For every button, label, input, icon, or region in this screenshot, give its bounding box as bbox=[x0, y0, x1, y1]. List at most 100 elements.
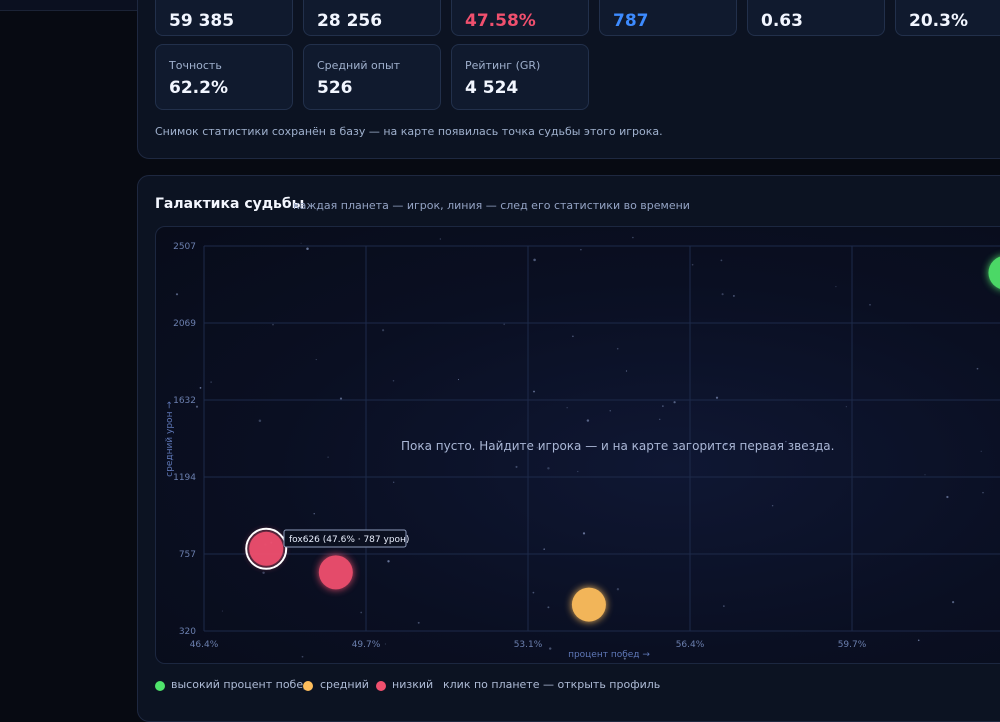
y-tick-label: 2507 bbox=[173, 242, 196, 252]
y-tick-label: 1194 bbox=[173, 473, 196, 483]
galaxy-subtitle: каждая планета — игрок, линия — след его… bbox=[293, 199, 690, 212]
background-star bbox=[980, 450, 982, 452]
background-star bbox=[572, 335, 574, 338]
background-star bbox=[457, 379, 460, 381]
background-star bbox=[659, 418, 661, 420]
background-star bbox=[691, 263, 694, 266]
stat-value: 787 bbox=[613, 11, 649, 31]
background-star bbox=[199, 387, 202, 389]
background-star bbox=[917, 639, 920, 642]
background-star bbox=[952, 601, 955, 604]
background-star bbox=[835, 285, 837, 288]
background-star bbox=[566, 407, 568, 409]
background-star bbox=[976, 367, 979, 370]
stat-value: 59 385 bbox=[169, 11, 235, 31]
y-tick-label: 1632 bbox=[173, 396, 196, 406]
planet-point-high[interactable] bbox=[988, 256, 1000, 290]
y-tick-label: 757 bbox=[179, 550, 196, 560]
stat-card-4: 787 bbox=[599, 0, 737, 36]
stat-label: Точность bbox=[169, 59, 222, 72]
background-star bbox=[272, 323, 274, 326]
legend-mid-dot bbox=[303, 681, 313, 691]
background-star bbox=[582, 532, 586, 535]
background-star bbox=[532, 591, 535, 594]
background-star bbox=[586, 419, 590, 422]
background-star bbox=[313, 513, 315, 515]
background-star bbox=[210, 381, 212, 383]
background-star bbox=[869, 304, 871, 306]
background-star bbox=[616, 347, 619, 350]
background-star bbox=[673, 401, 676, 404]
background-star bbox=[503, 323, 506, 326]
stat-card-3: 47.58% bbox=[451, 0, 589, 36]
galaxy-plot[interactable]: 2507 2069 1632 1194 757 320 46.4% 49.7% 53.1% 56.… bbox=[155, 226, 1000, 664]
x-tick-label: 53.1% bbox=[514, 640, 543, 650]
background-star bbox=[306, 247, 309, 251]
background-star bbox=[547, 467, 550, 470]
background-star bbox=[616, 588, 620, 591]
background-star bbox=[623, 657, 626, 660]
stat-label: Средний опыт bbox=[317, 59, 401, 72]
background-star bbox=[732, 294, 735, 297]
stat-value: 62.2% bbox=[169, 78, 228, 98]
background-star bbox=[339, 397, 343, 400]
stat-card-2: 28 256 bbox=[303, 0, 441, 36]
background-star bbox=[715, 396, 719, 399]
background-star bbox=[439, 238, 441, 240]
legend-hint: клик по планете — открыть профиль bbox=[443, 678, 661, 691]
empty-state-message: Пока пусто. Найдите игрока — и на карте … bbox=[401, 439, 834, 453]
stat-value: 526 bbox=[317, 78, 353, 98]
legend-high-dot bbox=[155, 681, 165, 691]
legend-low-label: низкий bbox=[392, 678, 434, 691]
background-star bbox=[625, 370, 628, 372]
background-star bbox=[515, 465, 518, 468]
stat-value: 4 524 bbox=[465, 78, 519, 98]
x-tick-label: 56.4% bbox=[676, 640, 705, 650]
background-star bbox=[536, 447, 538, 449]
snapshot-note: Снимок статистики сохранён в базу — на к… bbox=[155, 125, 663, 138]
stat-card-6: 20.3% bbox=[895, 0, 1000, 36]
y-tick-label: 2069 bbox=[173, 319, 196, 329]
legend-high-label: высокий процент побед bbox=[171, 678, 311, 691]
background-star bbox=[175, 293, 179, 296]
background-star bbox=[547, 606, 550, 609]
background-star bbox=[221, 610, 223, 612]
svg-text:fox626 (47.6% · 787 урон): fox626 (47.6% · 787 урон) bbox=[289, 535, 409, 545]
selected-ring bbox=[245, 527, 288, 570]
stat-value: 47.58% bbox=[465, 11, 536, 31]
background-star bbox=[258, 419, 262, 422]
background-star bbox=[533, 258, 536, 262]
stat-value: 0.63 bbox=[761, 11, 803, 31]
planet-point-low[interactable] bbox=[318, 555, 353, 590]
background-star bbox=[327, 456, 329, 458]
background-star bbox=[543, 548, 545, 550]
x-tick-label: 46.4% bbox=[190, 640, 219, 650]
background-star bbox=[724, 443, 727, 446]
background-star bbox=[533, 390, 535, 393]
y-axis-label: средний урон → bbox=[165, 401, 175, 477]
stat-card-5: 0.63 bbox=[747, 0, 885, 36]
background-star bbox=[924, 474, 926, 476]
background-star bbox=[300, 242, 302, 244]
background-star bbox=[632, 236, 634, 239]
background-star bbox=[845, 406, 847, 408]
background-star bbox=[382, 329, 385, 332]
background-star bbox=[721, 293, 724, 296]
stat-card-accuracy: Точность 62.2% bbox=[155, 44, 293, 110]
stat-label: Рейтинг (GR) bbox=[465, 59, 541, 72]
background-star bbox=[393, 481, 395, 483]
background-star bbox=[609, 410, 611, 412]
background-star bbox=[387, 560, 390, 563]
stat-card-rating: Рейтинг (GR) 4 524 bbox=[451, 44, 589, 110]
stat-card-1: 59 385 bbox=[155, 0, 293, 36]
background-star bbox=[982, 491, 984, 494]
x-tick-label: 49.7% bbox=[352, 640, 381, 650]
planet-point-mid[interactable] bbox=[571, 587, 606, 622]
point-tooltip: fox626 (47.6% · 787 урон) bbox=[283, 529, 409, 548]
stat-card-avg-xp: Средний опыт 526 bbox=[303, 44, 441, 110]
background-star bbox=[315, 359, 317, 361]
background-star bbox=[723, 605, 725, 607]
galaxy-scatter-chart[interactable]: 2507 2069 1632 1194 757 320 46.4% 49.7% 53.1% 56.… bbox=[156, 227, 1000, 663]
planet-point-low[interactable] bbox=[245, 527, 288, 570]
background-star bbox=[785, 440, 787, 443]
